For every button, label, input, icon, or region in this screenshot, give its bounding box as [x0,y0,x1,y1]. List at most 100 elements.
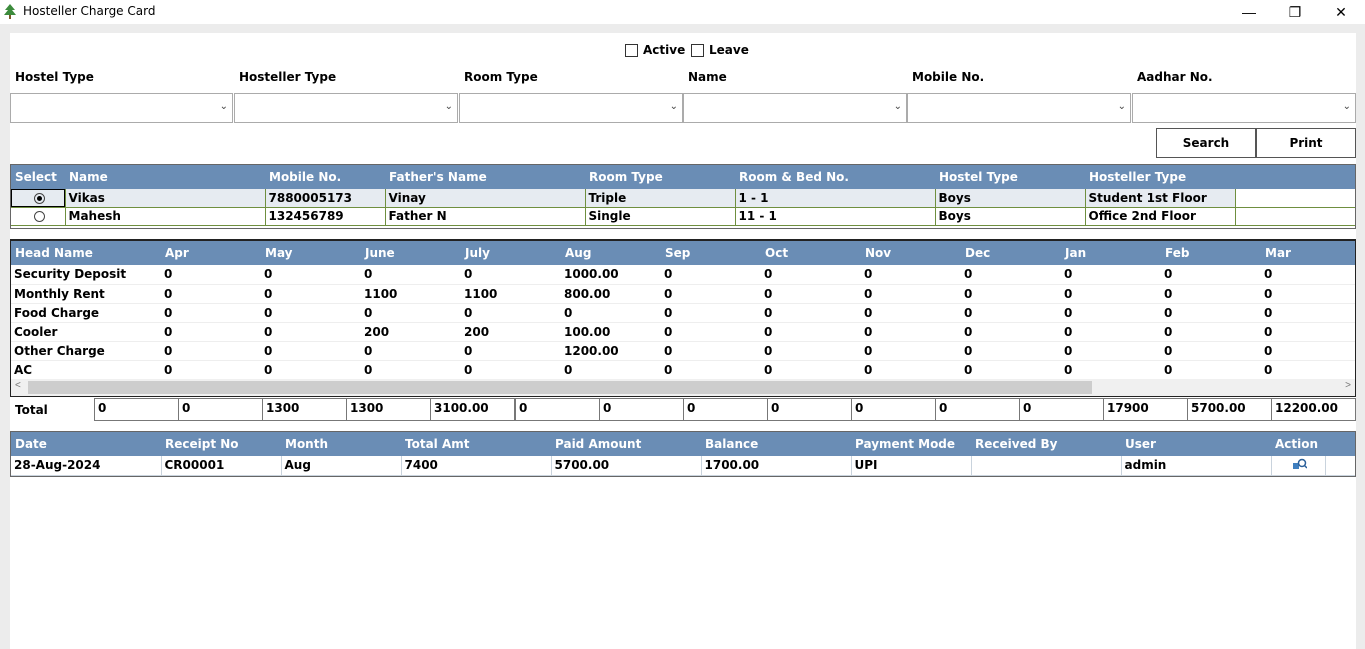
col-feb[interactable]: Feb [1161,241,1261,265]
total-value-box[interactable]: 1300 [262,398,347,421]
total-value-box[interactable]: 0 [94,398,179,421]
name-combo[interactable]: ⌄ [683,93,907,123]
col-sep[interactable]: Sep [661,241,761,265]
col-room-bed[interactable]: Room & Bed No. [735,165,935,189]
scroll-left-icon[interactable]: < [15,380,21,391]
col-apr[interactable]: Apr [161,241,261,265]
chevron-down-icon[interactable]: ⌄ [669,101,678,112]
col-mobile[interactable]: Mobile No. [265,165,385,189]
col-hostel-type[interactable]: Hostel Type [935,165,1085,189]
total-value-box[interactable]: 0 [683,398,768,421]
col-action[interactable]: Action [1271,432,1325,456]
horizontal-scrollbar[interactable]: < > [11,379,1355,396]
total-value-box[interactable]: 0 [935,398,1020,421]
cell-month-value: 0 [1161,360,1261,380]
hostel-type-combo[interactable]: ⌄ [10,93,233,123]
select-radio[interactable] [33,211,45,222]
chevron-down-icon[interactable]: ⌄ [1342,101,1351,112]
total-value-box[interactable]: 0 [767,398,852,421]
cell-month-value: 0 [761,303,861,323]
table-row[interactable]: Vikas 7880005173 Vinay Triple 1 - 1 Boys… [11,189,1355,208]
table-row[interactable]: Mahesh 132456789 Father N Single 11 - 1 … [11,207,1355,226]
col-paid-amount[interactable]: Paid Amount [551,432,701,456]
cell-month-value: 800.00 [561,284,661,304]
cell-month-value: 0 [261,360,361,380]
cell-month-value: 0 [1161,322,1261,342]
row-radio-cell[interactable] [11,207,66,226]
col-father[interactable]: Father's Name [385,165,585,189]
cell-month-value: 0 [261,322,361,342]
total-value-box[interactable]: 17900 [1103,398,1188,421]
active-checkbox-box[interactable] [625,43,638,57]
total-value-box[interactable]: 1300 [346,398,431,421]
total-value-box[interactable]: 0 [851,398,936,421]
col-room-type[interactable]: Room Type [585,165,735,189]
col-balance[interactable]: Balance [701,432,851,456]
room-type-combo[interactable]: ⌄ [459,93,683,123]
col-total-amt[interactable]: Total Amt [401,432,551,456]
aadhar-no-combo[interactable]: ⌄ [1132,93,1356,123]
col-received-by[interactable]: Received By [971,432,1121,456]
col-head-name[interactable]: Head Name [11,241,161,265]
col-june[interactable]: June [361,241,461,265]
col-receipt-no[interactable]: Receipt No [161,432,281,456]
leave-checkbox-box[interactable] [691,43,704,57]
cell-month-value: 0 [561,360,661,380]
col-july[interactable]: July [461,241,561,265]
cell-action[interactable] [1271,456,1326,476]
total-value-box[interactable]: 0 [515,398,600,421]
view-icon[interactable] [1292,458,1307,470]
row-radio-cell[interactable] [11,189,66,208]
table-row[interactable]: Other Charge 0 0 0 0 1200.00 0 0 0 0 0 0 0 [11,341,1355,361]
chevron-down-icon[interactable]: ⌄ [893,101,902,112]
total-value-box[interactable]: 0 [1019,398,1104,421]
print-button[interactable]: Print [1256,128,1356,158]
cell-month-value: 0 [661,322,761,342]
col-nov[interactable]: Nov [861,241,961,265]
table-row[interactable]: Food Charge 0 0 0 0 0 0 0 0 0 0 0 0 [11,303,1355,323]
close-button[interactable]: ✕ [1335,3,1347,20]
cell-head-name: Monthly Rent [11,284,161,304]
total-value-box[interactable]: 0 [178,398,263,421]
table-row[interactable]: AC 0 0 0 0 0 0 0 0 0 0 0 0 [11,360,1355,380]
scrollbar-thumb[interactable] [28,381,1092,394]
col-select[interactable]: Select [11,165,65,189]
name-label: Name [688,70,727,84]
hosteller-type-combo[interactable]: ⌄ [234,93,458,123]
charges-table: Head Name Apr May June July Aug Sep Oct … [11,241,1355,380]
minimize-button[interactable]: — [1242,4,1256,20]
chevron-down-icon[interactable]: ⌄ [219,101,228,112]
mobile-no-combo[interactable]: ⌄ [907,93,1131,123]
col-aug[interactable]: Aug [561,241,661,265]
col-mar[interactable]: Mar [1261,241,1355,265]
total-value-box[interactable]: 12200.00 [1271,398,1356,421]
scroll-right-icon[interactable]: > [1345,380,1351,391]
active-checkbox[interactable]: Active [625,43,685,57]
table-row[interactable]: Security Deposit 0 0 0 0 1000.00 0 0 0 0 0 0 0 [11,265,1355,285]
col-jan[interactable]: Jan [1061,241,1161,265]
col-month[interactable]: Month [281,432,401,456]
col-oct[interactable]: Oct [761,241,861,265]
col-name[interactable]: Name [65,165,265,189]
select-radio[interactable] [33,192,45,204]
table-row[interactable]: Monthly Rent 0 0 1100 1100 800.00 0 0 0 0 0 0 0 [11,284,1355,304]
col-date[interactable]: Date [11,432,161,456]
chevron-down-icon[interactable]: ⌄ [444,101,453,112]
col-may[interactable]: May [261,241,361,265]
leave-checkbox[interactable]: Leave [691,43,749,57]
col-dec[interactable]: Dec [961,241,1061,265]
charges-grid: Head Name Apr May June July Aug Sep Oct … [10,239,1356,397]
total-value-box[interactable]: 0 [599,398,684,421]
col-user[interactable]: User [1121,432,1271,456]
col-payment-mode[interactable]: Payment Mode [851,432,971,456]
cell-month-value: 0 [861,303,961,323]
chevron-down-icon[interactable]: ⌄ [1117,101,1126,112]
search-button[interactable]: Search [1156,128,1256,158]
col-hosteller-type[interactable]: Hosteller Type [1085,165,1235,189]
total-value-box[interactable]: 3100.00 [430,398,515,421]
table-row[interactable]: 28-Aug-2024 CR00001 Aug 7400 5700.00 170… [11,456,1355,476]
restore-button[interactable]: ❐ [1288,3,1302,20]
total-value-box[interactable]: 5700.00 [1187,398,1272,421]
table-row[interactable]: Cooler 0 0 200 200 100.00 0 0 0 0 0 0 0 [11,322,1355,342]
cell-month-value: 0 [661,284,761,304]
